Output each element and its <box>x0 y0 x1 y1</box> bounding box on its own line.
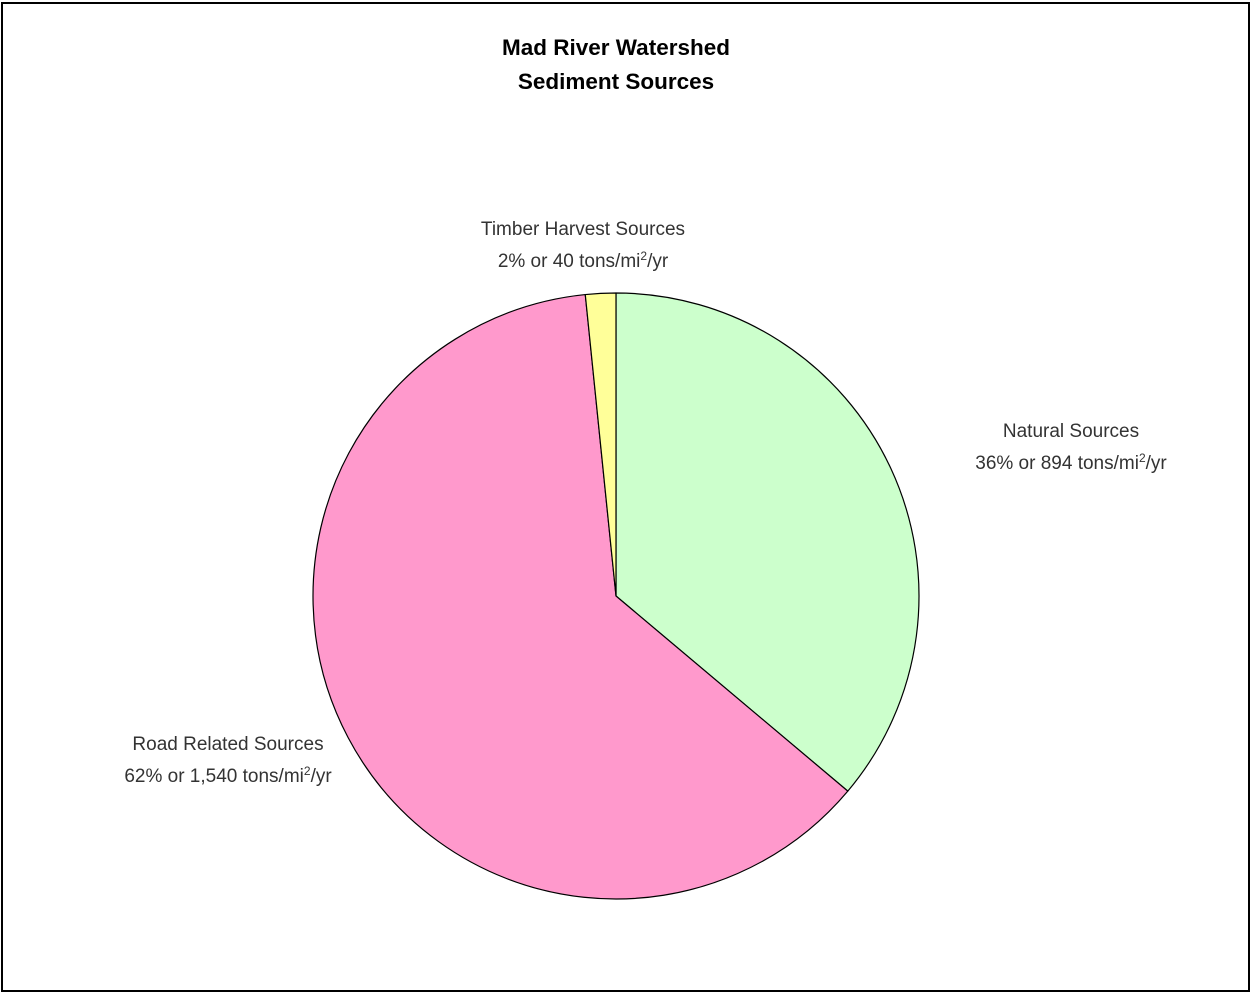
label-natural-sources-name: Natural Sources <box>1002 421 1140 442</box>
chart-title-line-1: Mad River Watershed <box>502 35 730 60</box>
chart-title-line-2: Sediment Sources <box>517 69 715 94</box>
pie-slice-timber-harvest-sources <box>584 292 617 597</box>
label-road-related-sources-detail: 62% or 1,540 tons/mi2/yr <box>124 764 332 787</box>
chart-title: Mad River Watershed Sediment Sources <box>0 31 1232 99</box>
pie-slice-road-related-sources <box>312 293 849 900</box>
label-natural-sources-detail: 36% or 894 tons/mi2/yr <box>975 451 1167 474</box>
label-timber-harvest-sources-detail: 2% or 40 tons/mi2/yr <box>497 249 669 272</box>
label-timber-harvest-sources: Timber Harvest Sources 2% or 40 tons/mi2… <box>408 214 758 278</box>
label-road-related-sources-name: Road Related Sources <box>132 734 324 755</box>
pie-slice-natural-sources <box>615 292 920 792</box>
label-road-related-sources: Road Related Sources 62% or 1,540 tons/m… <box>58 729 398 793</box>
label-timber-harvest-sources-name: Timber Harvest Sources <box>480 219 686 240</box>
label-natural-sources: Natural Sources 36% or 894 tons/mi2/yr <box>896 416 1246 480</box>
